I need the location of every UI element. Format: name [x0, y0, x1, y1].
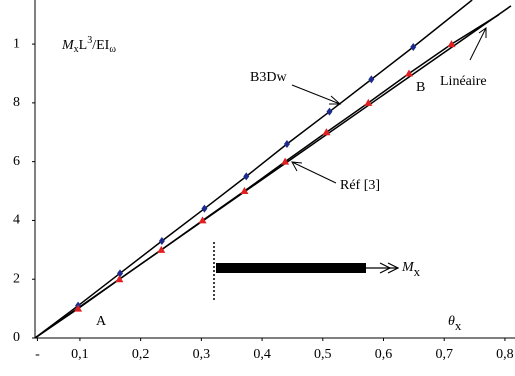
triangle-marker — [157, 245, 166, 253]
x-tick-label: 0,2 — [132, 347, 150, 362]
x-tick-label: - — [35, 347, 40, 362]
triangle-marker — [198, 216, 207, 224]
annotation: B3Dw — [250, 70, 287, 85]
y-tick-label: 1 — [13, 36, 20, 51]
x-tick-label: 0,5 — [314, 347, 332, 362]
diamond-marker — [117, 269, 123, 278]
triangle-marker — [74, 304, 83, 312]
triangle-marker — [322, 128, 331, 136]
triangle-marker — [405, 69, 413, 77]
triangle-marker — [364, 98, 373, 106]
diamond-marker — [158, 237, 165, 246]
y-tick-label: 0 — [13, 330, 20, 345]
x-tick-label: 0,4 — [253, 347, 271, 362]
triangle-marker — [240, 187, 249, 195]
line — [34, 5, 512, 339]
x-tick-label: 0,6 — [375, 347, 393, 362]
annotation: A — [96, 314, 107, 329]
y-tick-label: 8 — [13, 95, 20, 110]
x-axis-label: θx — [448, 314, 462, 333]
annotation-arrows — [291, 27, 487, 184]
x-tick-label: 0,3 — [193, 347, 211, 362]
triangle-marker — [281, 157, 290, 165]
diamond-marker — [201, 204, 208, 213]
y-axis-label: MxL3/EIω — [61, 35, 116, 55]
diamond-marker — [283, 140, 290, 149]
x-tick-label: 0,8 — [496, 347, 514, 362]
diamond-marker — [410, 43, 417, 52]
diamond-marker — [243, 172, 250, 181]
triangle-marker — [447, 40, 456, 48]
y-tick-label: 6 — [13, 154, 20, 169]
diamond-marker — [368, 75, 375, 84]
diamond-marker — [326, 107, 333, 116]
triangle-marker — [115, 275, 124, 283]
y-tick-label: 2 — [13, 271, 20, 286]
cantilever — [213, 242, 400, 300]
x-tick-label: 0,1 — [71, 347, 89, 362]
x-tick-label: 0,7 — [435, 347, 453, 362]
annotation: Réf [3] — [340, 178, 380, 193]
annotation: Linéaire — [440, 74, 487, 89]
annotation: B — [416, 80, 425, 95]
y-tick-label: 4 — [13, 213, 20, 228]
moment-label: Mx — [401, 260, 421, 279]
